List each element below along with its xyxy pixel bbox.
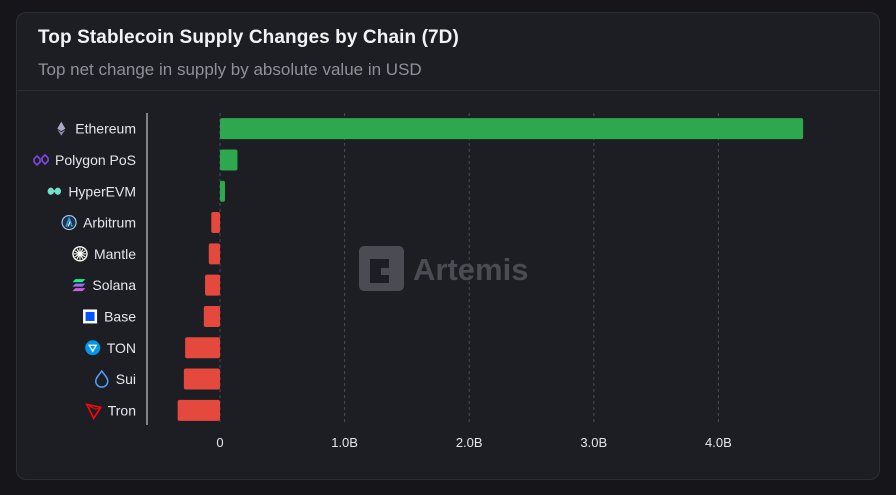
bars	[177, 118, 804, 421]
x-tick-label: 3.0B	[580, 435, 607, 450]
hyperevm-icon	[47, 187, 62, 195]
bar-base[interactable]	[203, 305, 220, 327]
category-label-arbitrum: Arbitrum	[83, 215, 136, 231]
solana-icon	[72, 279, 86, 292]
category-label-base: Base	[104, 308, 136, 324]
arbitrum-icon	[61, 214, 77, 231]
ton-icon	[85, 340, 101, 356]
x-tick-label: 0	[216, 435, 223, 450]
category-label-tron: Tron	[108, 402, 136, 418]
artemis-watermark: Artemis	[359, 246, 528, 291]
bar-ton[interactable]	[185, 337, 220, 359]
category-label-sui: Sui	[116, 371, 136, 387]
artemis-logo-icon	[359, 246, 404, 291]
bar-ethereum[interactable]	[220, 118, 804, 140]
bar-tron[interactable]	[177, 399, 220, 421]
x-tick-label: 4.0B	[705, 435, 732, 450]
category-label-solana: Solana	[92, 277, 136, 293]
chart-title: Top Stablecoin Supply Changes by Chain (…	[38, 27, 459, 48]
polygon-icon	[33, 153, 49, 167]
category-label-hyperevm: HyperEVM	[68, 183, 136, 199]
bar-mantle[interactable]	[208, 243, 220, 265]
x-axis-ticks: 0 1.0B 2.0B 3.0B 4.0B	[216, 435, 731, 450]
x-tick-label: 2.0B	[456, 435, 483, 450]
bar-polygon-pos[interactable]	[220, 149, 238, 171]
bar-chart: Artemis Ethereum Polygon PoS HyperEVM Arbit…	[33, 113, 804, 450]
watermark-text: Artemis	[413, 252, 528, 287]
category-label-mantle: Mantle	[94, 246, 136, 262]
category-labels: Ethereum Polygon PoS HyperEVM Arbitrum Mantl…	[33, 121, 136, 420]
tron-icon	[85, 403, 103, 420]
sui-icon	[95, 369, 109, 388]
bar-arbitrum[interactable]	[211, 212, 220, 234]
chart-card: Top Stablecoin Supply Changes by Chain (…	[16, 12, 880, 480]
chart-header: Top Stablecoin Supply Changes by Chain (…	[17, 13, 879, 91]
bar-sui[interactable]	[183, 368, 220, 390]
bar-hyperevm[interactable]	[220, 180, 225, 202]
base-icon	[83, 309, 98, 324]
x-tick-label: 1.0B	[331, 435, 358, 450]
category-label-ethereum: Ethereum	[75, 121, 136, 137]
category-label-ton: TON	[107, 340, 136, 356]
mantle-icon	[72, 246, 88, 262]
ethereum-icon	[57, 121, 66, 136]
chart-subtitle: Top net change in supply by absolute val…	[38, 60, 422, 79]
bar-solana[interactable]	[205, 274, 220, 296]
category-label-polygon-pos: Polygon PoS	[55, 152, 136, 168]
